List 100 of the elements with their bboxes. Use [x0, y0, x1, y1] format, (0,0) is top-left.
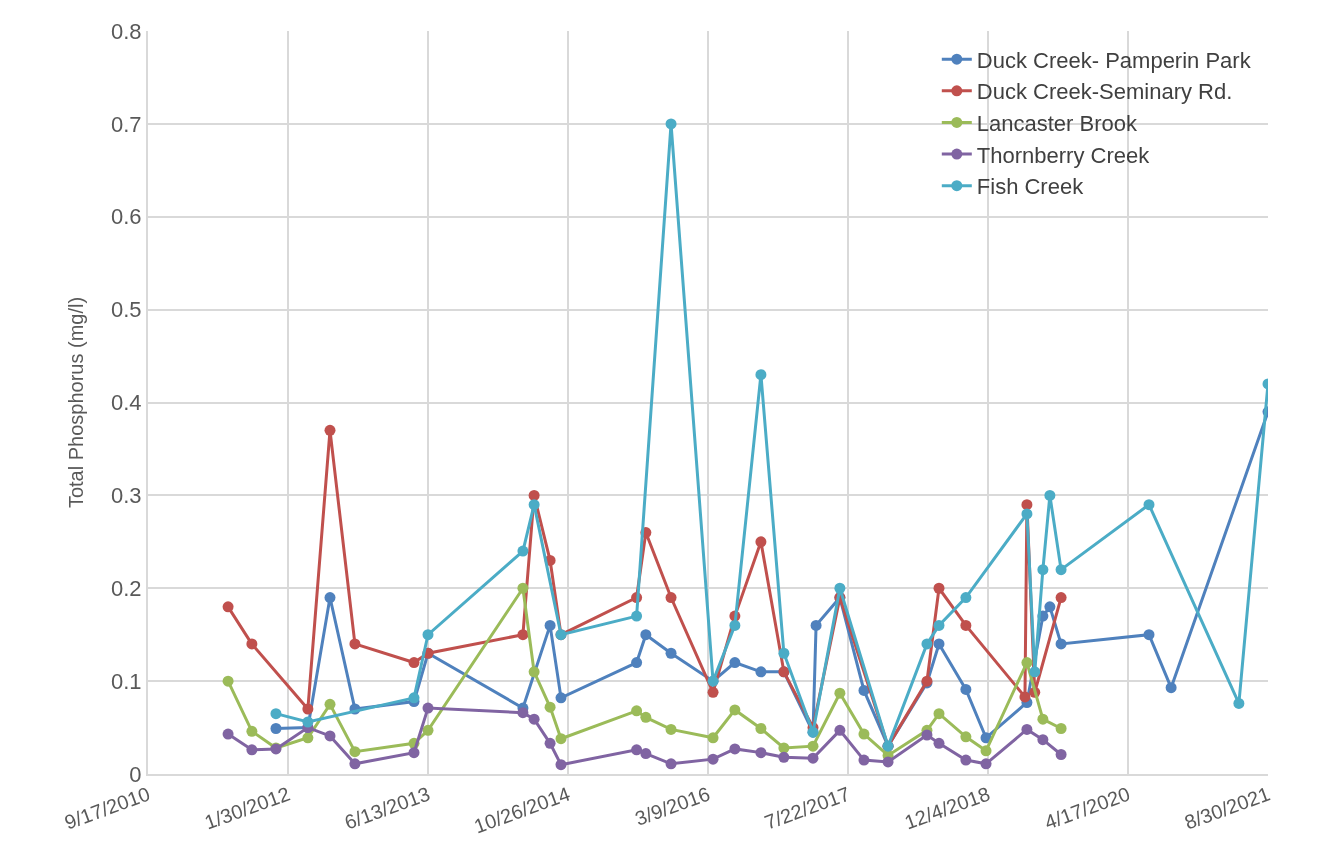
point [1233, 697, 1245, 709]
point [960, 754, 972, 766]
point [1055, 749, 1067, 760]
point [302, 716, 314, 728]
point [858, 754, 870, 766]
y-tick-label: 0 [129, 761, 142, 787]
point [1037, 713, 1049, 725]
point [933, 582, 945, 594]
point [707, 753, 719, 765]
point [1055, 638, 1067, 650]
point [933, 619, 945, 631]
point [270, 708, 282, 720]
point [1165, 682, 1177, 694]
y-tick-label: 0.2 [111, 575, 142, 601]
point [270, 722, 282, 734]
point [665, 647, 677, 659]
point [246, 725, 258, 737]
point [960, 683, 972, 695]
point [349, 638, 361, 650]
legend-label: Fish Creek [976, 174, 1085, 200]
point [302, 732, 314, 744]
point [1021, 499, 1033, 511]
point [349, 758, 361, 770]
point [555, 692, 567, 704]
point [729, 619, 741, 631]
point [246, 638, 258, 650]
point [422, 629, 434, 641]
point [755, 369, 767, 381]
point [755, 536, 767, 548]
y-tick-label: 0.1 [111, 668, 142, 694]
point [729, 743, 741, 755]
point [1019, 691, 1031, 703]
point [1029, 666, 1041, 678]
point [665, 118, 677, 130]
point [810, 619, 822, 631]
y-tick-label: 0.3 [111, 483, 142, 509]
point [665, 723, 677, 735]
point [1055, 722, 1067, 734]
point [707, 732, 719, 744]
point [408, 747, 420, 759]
y-tick-label: 0.6 [111, 204, 142, 230]
point [1037, 734, 1049, 746]
point [834, 724, 846, 736]
point [640, 629, 652, 641]
point [778, 647, 790, 659]
point [882, 756, 894, 768]
point [858, 728, 870, 740]
point [324, 698, 336, 710]
y-tick-label: 0.7 [111, 111, 142, 137]
point [517, 582, 529, 594]
point [755, 666, 767, 678]
point [222, 601, 234, 613]
point [980, 745, 992, 757]
point [960, 592, 972, 604]
point [933, 638, 945, 650]
point [1021, 657, 1033, 669]
point [980, 758, 992, 770]
point [807, 752, 819, 764]
y-axis-title: Total Phosphorus (mg/l) [65, 296, 88, 509]
point [631, 610, 643, 622]
point [544, 619, 556, 631]
point [528, 499, 540, 511]
y-tick-label: 0.4 [111, 390, 142, 416]
point [729, 657, 741, 669]
point [707, 686, 719, 698]
point [665, 592, 677, 604]
point [222, 728, 234, 740]
point [960, 619, 972, 631]
legend-label: Thornberry Creek [976, 142, 1151, 168]
point [729, 704, 741, 716]
point [528, 666, 540, 678]
point [1044, 601, 1056, 613]
point [1055, 592, 1067, 604]
point [1143, 499, 1155, 511]
point [422, 702, 434, 714]
point [960, 731, 972, 743]
point [834, 582, 846, 594]
point [640, 748, 652, 760]
point [555, 733, 567, 745]
point [933, 737, 945, 749]
point [555, 759, 567, 771]
point [921, 729, 933, 741]
point [1044, 489, 1056, 501]
legend-label: Lancaster Brook [976, 111, 1138, 137]
y-tick-label: 0.5 [111, 297, 142, 323]
y-tick-label: 0.8 [111, 18, 142, 44]
point [778, 751, 790, 763]
point [1055, 564, 1067, 576]
point [1037, 564, 1049, 576]
point [324, 592, 336, 604]
point [631, 705, 643, 717]
point [528, 713, 540, 725]
point [517, 545, 529, 557]
point [1143, 629, 1155, 641]
point [517, 629, 529, 641]
point [807, 740, 819, 752]
point [246, 744, 258, 756]
point [631, 657, 643, 669]
point [640, 711, 652, 723]
point [544, 701, 556, 713]
